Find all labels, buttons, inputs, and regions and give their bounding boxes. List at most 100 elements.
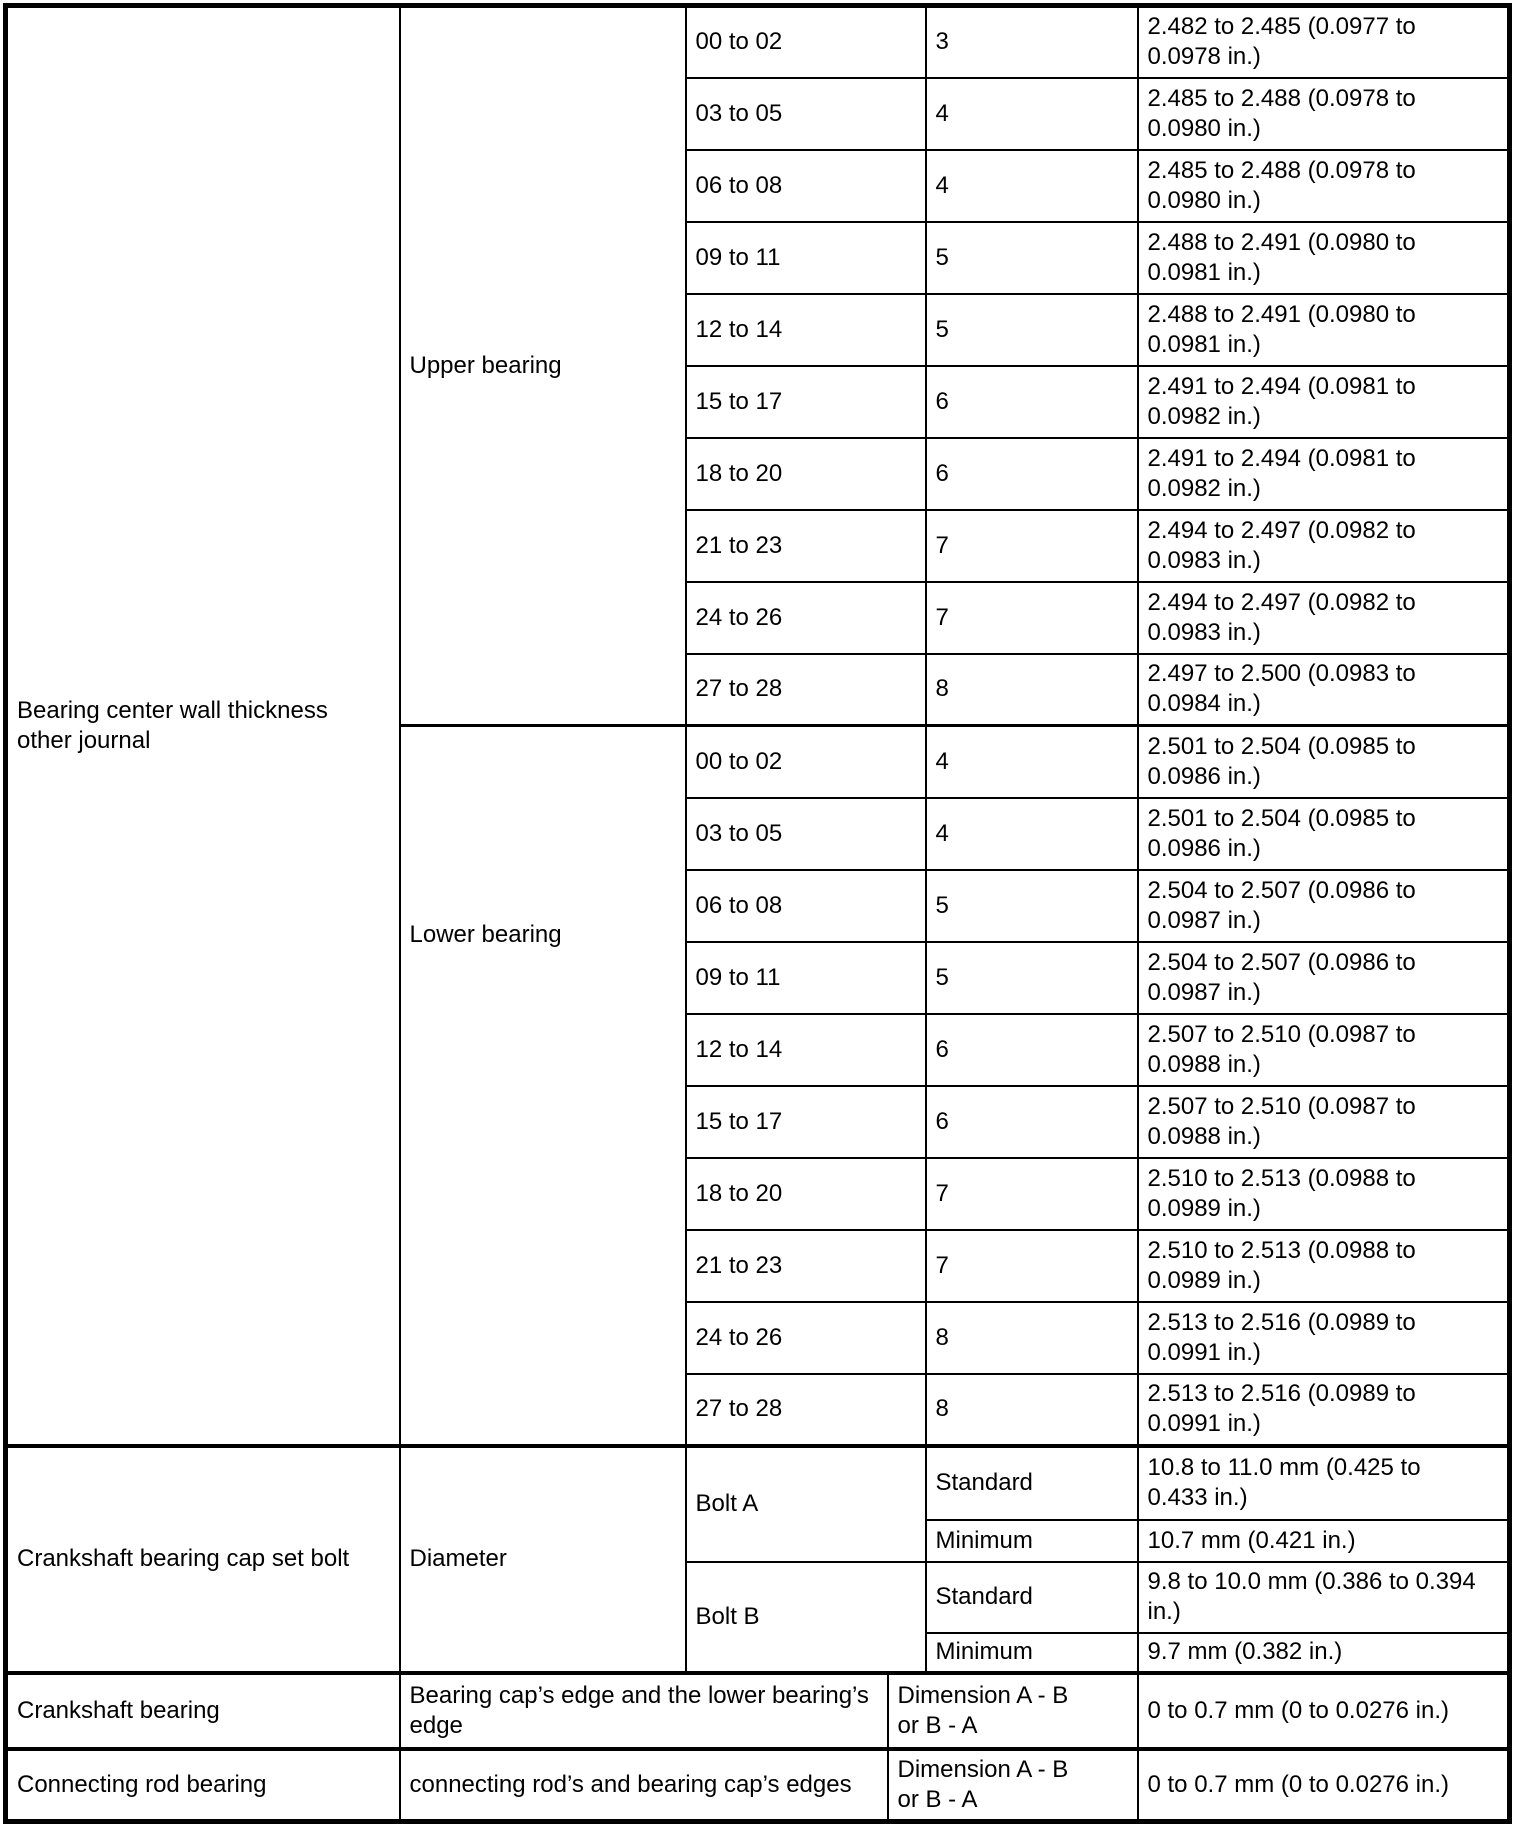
- spec-row: Minimum 10.7 mm (0.421 in.): [6, 1518, 1511, 1563]
- thickness-value-cell: 2.485 to 2.488 (0.0978 to 0.0980 in.): [1136, 76, 1511, 151]
- thickness-value-cell: 2.507 to 2.510 (0.0987 to 0.0988 in.): [1136, 1084, 1511, 1159]
- thickness-value-cell: 2.488 to 2.491 (0.0980 to 0.0981 in.): [1136, 292, 1511, 367]
- spec-row: 12 to 14 6 2.507 to 2.510 (0.0987 to 0.0…: [6, 1012, 1511, 1087]
- diameter-value: 9.8 to 10.0 mm (0.386 to 0.394 in.): [1147, 1568, 1476, 1625]
- spec-row: 03 to 05 4 2.501 to 2.504 (0.0985 to 0.0…: [6, 796, 1511, 871]
- spec-row: Connecting rod bearing connecting rod’s …: [4, 1746, 1511, 1823]
- thickness-value-cell: 2.494 to 2.497 (0.0982 to 0.0983 in.): [1136, 580, 1511, 655]
- spec-row: Crankshaft bearing Bearing cap’s edge an…: [4, 1670, 1511, 1750]
- mark-range-cell: 09 to 11: [684, 220, 927, 295]
- spec-row: 15 to 17 6 2.507 to 2.510 (0.0987 to 0.0…: [6, 1084, 1511, 1159]
- mark-range-cell: 15 to 17: [684, 364, 927, 439]
- mark-range-cell: 00 to 02: [684, 4, 927, 79]
- row-group-label: Crankshaft bearing: [17, 1696, 220, 1724]
- row-group-label-cell: Crankshaft bearing cap set bolt: [4, 1443, 401, 1674]
- mark-range-cell: 06 to 08: [684, 868, 927, 943]
- spec-type-cell: Standard: [924, 1560, 1139, 1634]
- measure-point-text: connecting rod’s and bearing cap’s edges: [409, 1770, 852, 1798]
- dimension-formula-cell: Dimension A - B or B - A: [886, 1670, 1139, 1750]
- mark-range-cell: 27 to 28: [684, 1372, 927, 1447]
- bearing-position-cell: Lower bearing: [398, 724, 687, 1447]
- row-group-label-cell: Connecting rod bearing: [4, 1746, 401, 1823]
- thickness-value: 2.507 to 2.510 (0.0987 to 0.0988 in.): [1147, 1020, 1416, 1078]
- thickness-value-cell: 2.507 to 2.510 (0.0987 to 0.0988 in.): [1136, 1012, 1511, 1087]
- spec-row: 12 to 14 5 2.488 to 2.491 (0.0980 to 0.0…: [6, 292, 1511, 367]
- bearing-grade-cell: 6: [924, 1084, 1139, 1159]
- thickness-value-cell: 2.501 to 2.504 (0.0985 to 0.0986 in.): [1136, 724, 1511, 799]
- thickness-value-cell: 2.482 to 2.485 (0.0977 to 0.0978 in.): [1136, 4, 1511, 79]
- bearing-grade-cell: 5: [924, 220, 1139, 295]
- dimension-formula-cell: Dimension A - B or B - A: [886, 1746, 1139, 1823]
- mark-range-cell: 03 to 05: [684, 76, 927, 151]
- thickness-value: 2.497 to 2.500 (0.0983 to 0.0984 in.): [1147, 660, 1416, 718]
- thickness-value-cell: 2.513 to 2.516 (0.0989 to 0.0991 in.): [1136, 1300, 1511, 1375]
- clearance-value-cell: 0 to 0.7 mm (0 to 0.0276 in.): [1136, 1670, 1511, 1750]
- diameter-value-cell: 9.7 mm (0.382 in.): [1136, 1631, 1511, 1674]
- thickness-value-cell: 2.501 to 2.504 (0.0985 to 0.0986 in.): [1136, 796, 1511, 871]
- row-group-label-cell: Crankshaft bearing: [4, 1670, 401, 1750]
- thickness-value: 2.494 to 2.497 (0.0982 to 0.0983 in.): [1147, 516, 1416, 574]
- mark-range-cell: 06 to 08: [684, 148, 927, 223]
- spec-row: Crankshaft bearing cap set bolt Diameter…: [4, 1443, 1511, 1674]
- spec-row: 24 to 26 8 2.513 to 2.516 (0.0989 to 0.0…: [6, 1300, 1511, 1375]
- bearing-grade-cell: 7: [924, 1156, 1139, 1231]
- mark-range-cell: 21 to 23: [684, 508, 927, 583]
- diameter-value-cell: 9.8 to 10.0 mm (0.386 to 0.394 in.): [1136, 1560, 1511, 1634]
- diameter-value: 9.7 mm (0.382 in.): [1147, 1638, 1343, 1665]
- mark-range-cell: 24 to 26: [684, 1300, 927, 1375]
- mark-range-cell: 09 to 11: [684, 940, 927, 1015]
- spec-row: Lower bearing 00 to 02 4 2.501 to 2.504 …: [6, 724, 1511, 1447]
- clearance-value-cell: 0 to 0.7 mm (0 to 0.0276 in.): [1136, 1746, 1511, 1823]
- spec-row: 03 to 05 4 2.485 to 2.488 (0.0978 to 0.0…: [6, 76, 1511, 151]
- thickness-value: 2.501 to 2.504 (0.0985 to 0.0986 in.): [1147, 732, 1416, 790]
- spec-row: 06 to 08 4 2.485 to 2.488 (0.0978 to 0.0…: [6, 148, 1511, 223]
- thickness-value: 2.488 to 2.491 (0.0980 to 0.0981 in.): [1147, 228, 1416, 286]
- thickness-value-cell: 2.488 to 2.491 (0.0980 to 0.0981 in.): [1136, 220, 1511, 295]
- spec-row: 24 to 26 7 2.494 to 2.497 (0.0982 to 0.0…: [6, 580, 1511, 655]
- row-group-label-cell: Bearing center wall thickness other jour…: [4, 4, 401, 1447]
- spec-row: 18 to 20 6 2.491 to 2.494 (0.0981 to 0.0…: [6, 436, 1511, 511]
- spec-row: Bolt B Standard 9.8 to 10.0 mm (0.386 to…: [6, 1560, 1511, 1674]
- thickness-value-cell: 2.513 to 2.516 (0.0989 to 0.0991 in.): [1136, 1372, 1511, 1447]
- thickness-value: 2.491 to 2.494 (0.0981 to 0.0982 in.): [1147, 372, 1416, 430]
- bearing-grade-cell: 7: [924, 508, 1139, 583]
- spec-row: 27 to 28 8 2.497 to 2.500 (0.0983 to 0.0…: [6, 652, 1511, 727]
- row-group-label: Crankshaft bearing cap set bolt: [17, 1545, 350, 1572]
- thickness-value: 2.507 to 2.510 (0.0987 to 0.0988 in.): [1147, 1092, 1416, 1150]
- spec-type-cell: Minimum: [924, 1631, 1139, 1674]
- spec-row: 21 to 23 7 2.494 to 2.497 (0.0982 to 0.0…: [6, 508, 1511, 583]
- bearing-grade-cell: 4: [924, 724, 1139, 799]
- bolt-label-cell: Bolt A: [684, 1443, 927, 1563]
- measure-point-text: Bearing cap’s edge and the lower bearing…: [409, 1681, 869, 1739]
- spec-row: 27 to 28 8 2.513 to 2.516 (0.0989 to 0.0…: [6, 1372, 1511, 1447]
- bearing-grade-cell: 8: [924, 1300, 1139, 1375]
- thickness-value-cell: 2.491 to 2.494 (0.0981 to 0.0982 in.): [1136, 364, 1511, 439]
- bearing-spec-table: Bearing center wall thickness other jour…: [3, 3, 1512, 1824]
- thickness-value: 2.485 to 2.488 (0.0978 to 0.0980 in.): [1147, 156, 1416, 214]
- mark-range-cell: 24 to 26: [684, 580, 927, 655]
- thickness-value-cell: 2.494 to 2.497 (0.0982 to 0.0983 in.): [1136, 508, 1511, 583]
- measure-label: Diameter: [409, 1545, 507, 1572]
- thickness-value: 2.501 to 2.504 (0.0985 to 0.0986 in.): [1147, 804, 1416, 862]
- measure-point-cell: Bearing cap’s edge and the lower bearing…: [398, 1670, 889, 1750]
- measure-label-cell: Diameter: [398, 1443, 687, 1674]
- bearing-grade-cell: 7: [924, 1228, 1139, 1303]
- spec-row: 18 to 20 7 2.510 to 2.513 (0.0988 to 0.0…: [6, 1156, 1511, 1231]
- spec-type-cell: Minimum: [924, 1518, 1139, 1563]
- spec-type-cell: Standard: [924, 1443, 1139, 1521]
- bearing-position-label: Lower bearing: [409, 921, 562, 949]
- thickness-value: 2.488 to 2.491 (0.0980 to 0.0981 in.): [1147, 300, 1416, 358]
- thickness-value-cell: 2.510 to 2.513 (0.0988 to 0.0989 in.): [1136, 1228, 1511, 1303]
- diameter-value-cell: 10.7 mm (0.421 in.): [1136, 1518, 1511, 1563]
- thickness-value-cell: 2.485 to 2.488 (0.0978 to 0.0980 in.): [1136, 148, 1511, 223]
- mark-range-cell: 00 to 02: [684, 724, 927, 799]
- thickness-value: 2.513 to 2.516 (0.0989 to 0.0991 in.): [1147, 1380, 1416, 1437]
- bearing-grade-cell: 8: [924, 1372, 1139, 1447]
- bearing-grade-cell: 7: [924, 580, 1139, 655]
- spec-row: 15 to 17 6 2.491 to 2.494 (0.0981 to 0.0…: [6, 364, 1511, 439]
- spec-row: 09 to 11 5 2.504 to 2.507 (0.0986 to 0.0…: [6, 940, 1511, 1015]
- bearing-grade-cell: 4: [924, 76, 1139, 151]
- mark-range-cell: 12 to 14: [684, 292, 927, 367]
- thickness-value: 2.491 to 2.494 (0.0981 to 0.0982 in.): [1147, 444, 1416, 502]
